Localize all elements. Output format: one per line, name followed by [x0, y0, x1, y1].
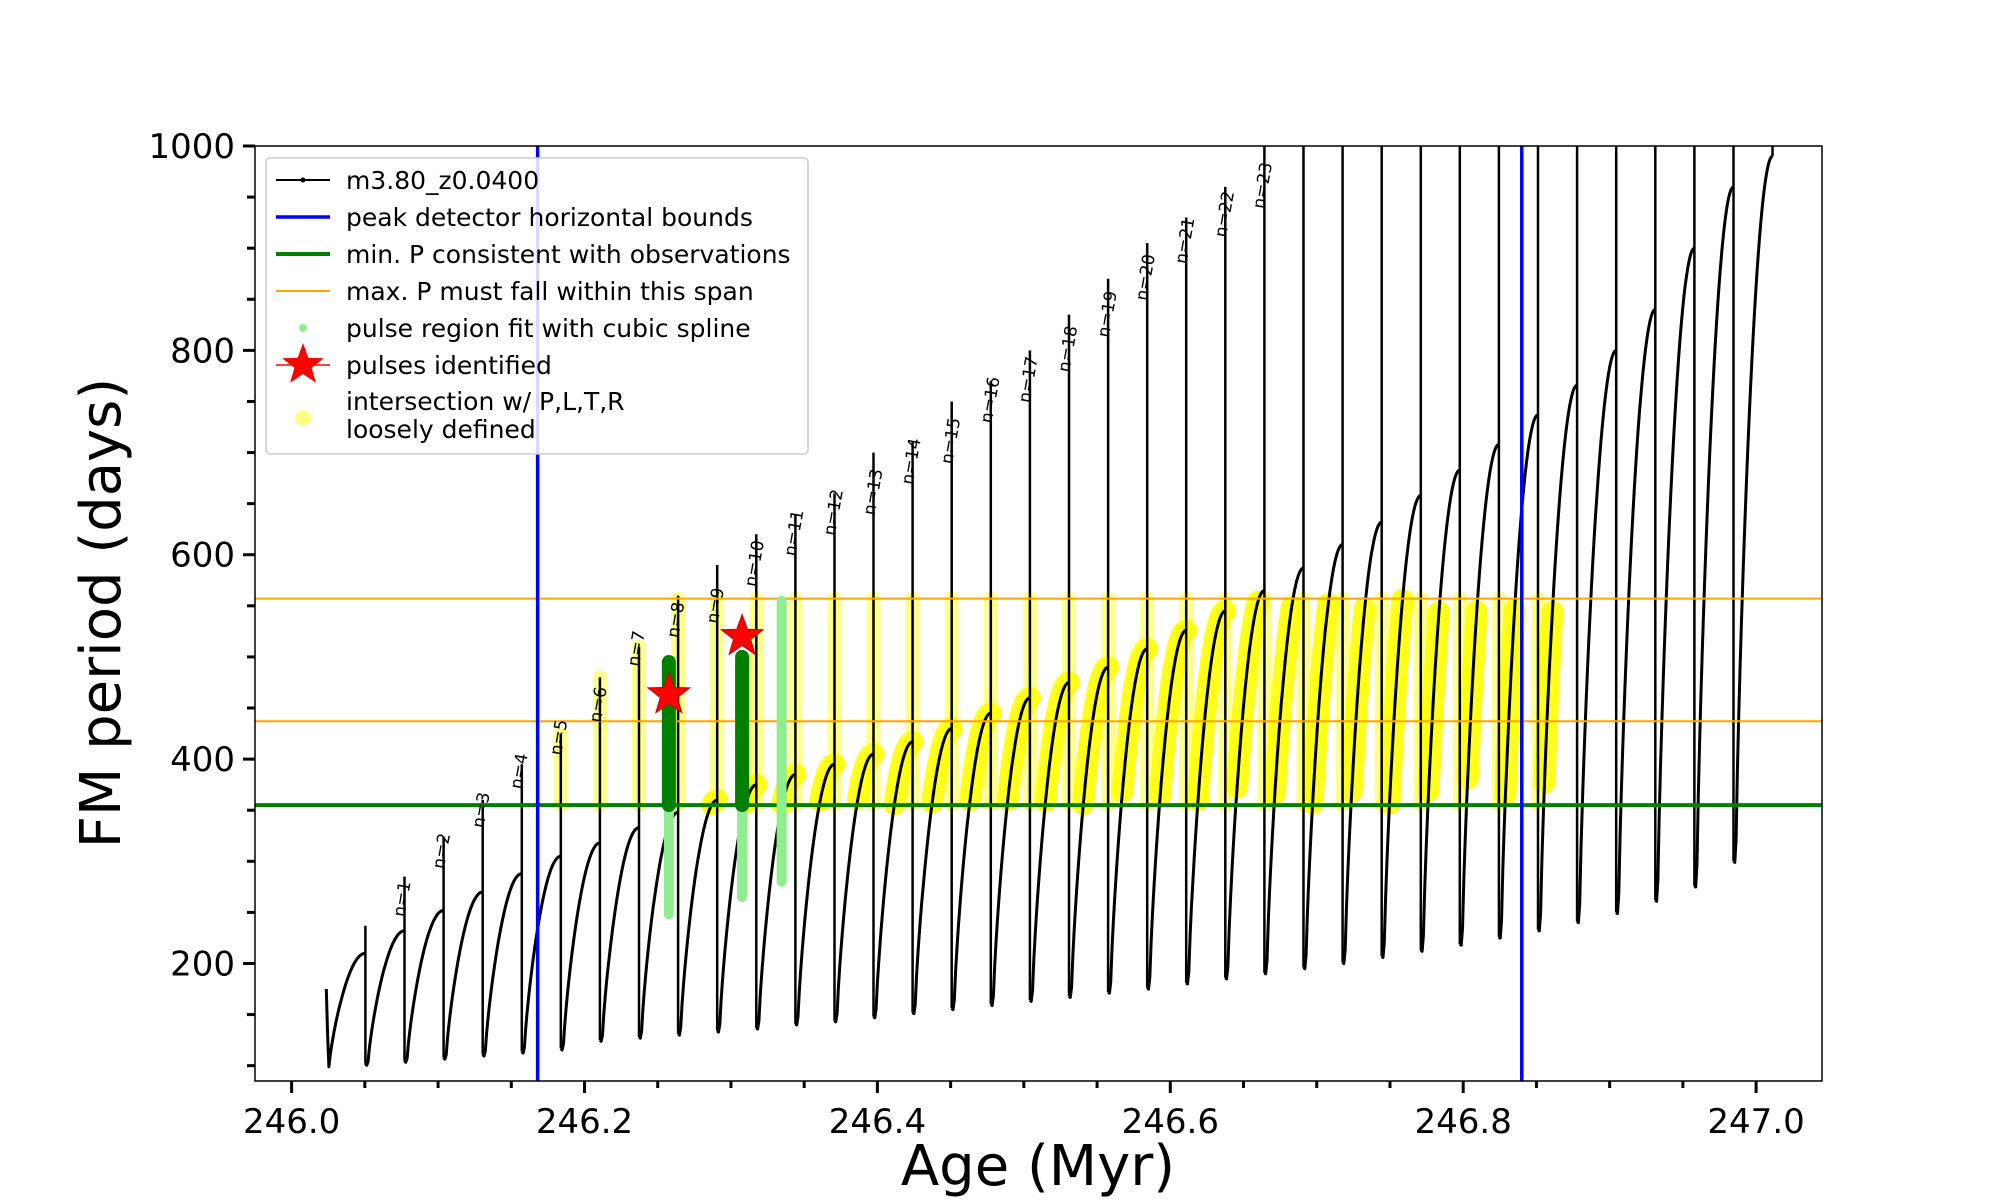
- y-tick-label: 1000: [148, 127, 235, 167]
- model-track-segment: [1615, 308, 1657, 915]
- model-track-segment: [1185, 609, 1226, 986]
- pulse-number-label: n=18: [1055, 324, 1083, 373]
- model-track-segment: [794, 762, 835, 1027]
- model-track-segment: [1419, 468, 1461, 953]
- legend-label-intersection: intersection w/ P,L,T,R: [346, 387, 625, 416]
- pulse-number-label: n=21: [1172, 216, 1200, 265]
- model-track-segment: [677, 798, 718, 1037]
- legend-handles: [276, 177, 330, 426]
- x-tick-label: 247.0: [1707, 1102, 1804, 1142]
- model-track-segment: [1576, 349, 1617, 925]
- model-track-segment: [755, 772, 796, 1031]
- x-tick-label: 246.8: [1415, 1102, 1512, 1142]
- pulse-number-label: n=6: [586, 685, 612, 724]
- pulse-identified-star: [646, 671, 692, 714]
- model-track-layer: [324, 146, 1774, 1069]
- model-track-segment: [1263, 566, 1305, 976]
- legend: m3.80_z0.0400 peak detector horizontal b…: [265, 157, 809, 455]
- model-track-segment: [1458, 443, 1500, 947]
- model-track-segment: [989, 696, 1031, 1007]
- model-track-segment: [559, 841, 601, 1052]
- legend-label-model: m3.80_z0.0400: [346, 166, 539, 195]
- axis-ticks: 246.0 246.2 246.4 246.6 246.8 247.0 200 400 600 8…: [148, 127, 1804, 1142]
- y-axis-title: FM period (days): [69, 378, 134, 848]
- pulse-number-label: n=19: [1094, 290, 1122, 339]
- model-track-segment: [1068, 665, 1109, 999]
- pulse-number-label: n=3: [469, 791, 495, 830]
- legend-label-bounds: peak detector horizontal bounds: [346, 203, 753, 232]
- pulse-number-label: n=11: [781, 508, 809, 557]
- model-track-segment: [911, 727, 953, 1016]
- y-tick-label: 600: [170, 536, 235, 576]
- pulse-number-label: n=5: [546, 718, 572, 757]
- x-axis-title: Age (Myr): [901, 1134, 1175, 1199]
- legend-label-intersection-line2: loosely defined: [346, 415, 536, 444]
- intersection-layer: [553, 588, 1564, 816]
- model-track-segment: [1380, 494, 1422, 959]
- model-track-segment: [833, 752, 874, 1024]
- pulse-identified-star: [719, 613, 765, 656]
- model-track-segment: [598, 826, 640, 1043]
- model-track-segment: [1107, 647, 1148, 995]
- pulse-number-label: n=8: [663, 601, 689, 640]
- y-tick-label: 800: [170, 331, 235, 371]
- model-track-segment: [364, 929, 405, 1067]
- x-tick-label: 246.4: [829, 1102, 926, 1142]
- model-track-segment: [1224, 589, 1265, 981]
- model-track-segment: [1302, 543, 1344, 971]
- model-track-segment: [1146, 628, 1187, 991]
- model-track-segment: [1654, 246, 1696, 903]
- pulse-number-label: n=16: [977, 375, 1005, 424]
- pulse-number-label: n=2: [429, 832, 455, 871]
- pulse-number-label: n=14: [898, 437, 926, 486]
- model-track-segment: [1537, 383, 1578, 933]
- x-tick-label: 246.6: [1122, 1102, 1219, 1142]
- legend-label-spline: pulse region fit with cubic spline: [346, 314, 751, 343]
- y-tick-label: 400: [170, 740, 235, 780]
- model-track-segment: [1028, 681, 1070, 1003]
- pulse-number-label: n=23: [1249, 161, 1277, 210]
- pulse-number-label: n=13: [860, 467, 888, 516]
- x-tick-label: 246.2: [536, 1102, 633, 1142]
- legend-box: [265, 157, 809, 455]
- pulse-number-label: n=4: [507, 752, 533, 791]
- model-track-segment: [442, 890, 483, 1061]
- model-track-segment: [716, 783, 757, 1034]
- model-track-segment: [481, 872, 523, 1058]
- pulse-number-label: n=17: [1015, 355, 1043, 404]
- model-track-segment: [520, 854, 562, 1055]
- model-track-segment: [1732, 154, 1774, 864]
- legend-handle-spline: [299, 324, 307, 332]
- pulse-number-label: n=22: [1211, 189, 1239, 238]
- model-track-segment: [403, 908, 444, 1064]
- model-track-segment: [872, 740, 914, 1020]
- legend-label-min-p: min. P consistent with observations: [346, 240, 791, 269]
- legend-handle-pulses-star: [282, 343, 324, 383]
- x-tick-label: 246.0: [243, 1102, 340, 1142]
- overlay-layer: [255, 146, 1822, 1081]
- pulse-number-label: n=1: [390, 880, 416, 919]
- pulse-number-label: n=9: [703, 586, 729, 625]
- legend-handle-intersection: [295, 410, 311, 426]
- model-track-segment: [324, 951, 366, 1069]
- pulse-number-label: n=12: [820, 488, 848, 537]
- legend-label-max-p: max. P must fall within this span: [346, 277, 754, 306]
- legend-label-pulses: pulses identified: [346, 351, 552, 380]
- axes-frame: [254, 145, 1823, 1082]
- legend-handle-model-marker: [300, 177, 306, 183]
- pulse-number-label: n=10: [741, 539, 769, 588]
- pulse-number-label: n=15: [937, 416, 965, 465]
- y-tick-label: 200: [170, 944, 235, 984]
- model-track-segment: [1497, 413, 1539, 940]
- model-track-segment: [1341, 520, 1383, 966]
- pulse-number-label: n=20: [1132, 253, 1160, 302]
- model-track-segment: [1693, 185, 1735, 889]
